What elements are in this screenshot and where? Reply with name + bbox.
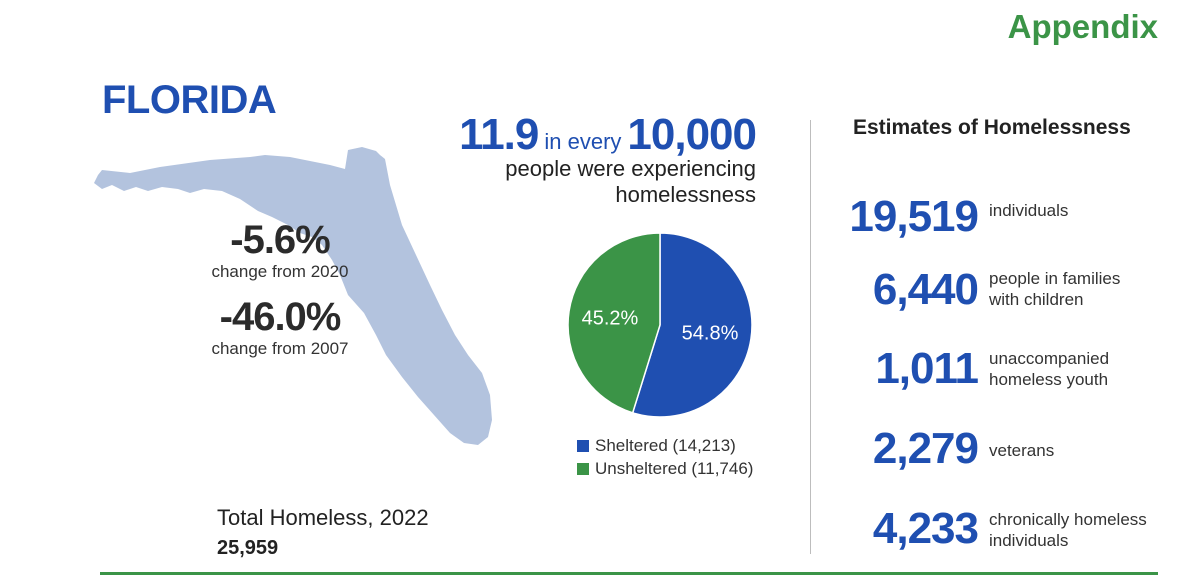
legend-label-unsheltered: Unsheltered (11,746) <box>595 458 754 478</box>
florida-map-shape <box>94 147 492 445</box>
legend-swatch-unsheltered <box>577 462 589 475</box>
change-2007-label: change from 2007 <box>211 339 349 358</box>
florida-map <box>94 147 492 445</box>
total-homeless-label: Total Homeless, 2022 <box>217 505 429 530</box>
column-divider <box>810 120 811 554</box>
estimate-label: veterans <box>989 441 1055 460</box>
estimate-label: unaccompanied homeless youth <box>989 349 1110 389</box>
shelter-pie-chart: 54.8% 45.2% <box>567 232 753 418</box>
bottom-rule <box>100 572 1158 575</box>
estimate-label: chronically homeless individuals <box>989 510 1147 550</box>
legend-label-sheltered: Sheltered (14,213) <box>595 435 736 455</box>
rate-line-3: homelessness <box>615 182 756 207</box>
pie-slice-unsheltered <box>567 232 661 414</box>
change-2007-value: -46.0% <box>219 295 342 339</box>
estimate-value: 6,440 <box>872 265 979 314</box>
legend-item-sheltered: Sheltered (14,213) <box>577 434 753 457</box>
state-title: FLORIDA <box>102 78 277 122</box>
legend-item-unsheltered: Unsheltered (11,746) <box>577 457 753 480</box>
estimate-value: 1,011 <box>875 344 979 393</box>
estimate-value: 19,519 <box>849 192 979 241</box>
change-2020-label: change from 2020 <box>211 262 349 281</box>
change-2020-value: -5.6% <box>230 218 331 262</box>
appendix-heading: Appendix <box>1007 8 1158 45</box>
estimate-value: 4,233 <box>872 504 979 553</box>
estimate-label: people in families with children <box>989 269 1121 309</box>
pie-label-sheltered: 54.8% <box>682 323 739 345</box>
estimates-title: Estimates of Homelessness <box>853 116 1131 139</box>
pie-legend: Sheltered (14,213) Unsheltered (11,746) <box>577 434 753 480</box>
legend-swatch-sheltered <box>577 439 589 452</box>
estimate-label: individuals <box>989 201 1069 220</box>
pie-label-unsheltered: 45.2% <box>582 307 639 329</box>
rate-number: 11.9 <box>459 110 539 159</box>
estimate-value: 2,279 <box>872 424 979 473</box>
rate-connector: in every <box>544 129 622 154</box>
total-homeless-value: 25,959 <box>217 537 279 559</box>
pie-slice-sheltered <box>631 232 753 418</box>
rate-per: 10,000 <box>627 110 757 159</box>
rate-line-2: people were experiencing <box>505 156 756 181</box>
rate-headline: 11.9 in every 10,000 <box>459 110 757 160</box>
